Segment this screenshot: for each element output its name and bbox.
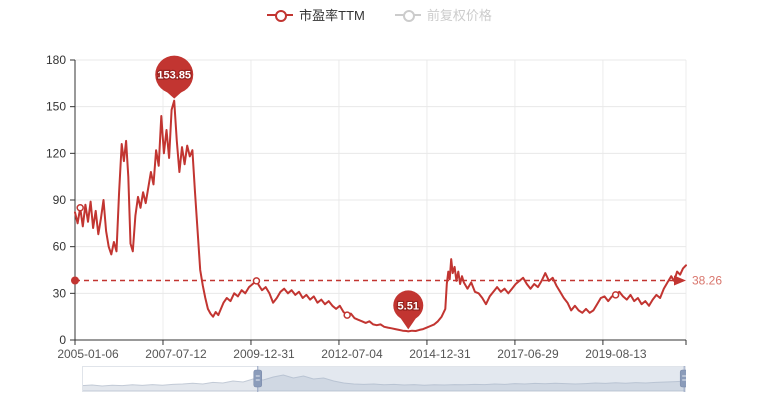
line-series-icon <box>394 9 421 22</box>
legend-item-adjusted-price[interactable]: 前复权价格 <box>394 5 492 24</box>
y-axis-label: 180 <box>46 53 66 67</box>
zoom-handle-left-grip[interactable] <box>253 369 263 388</box>
data-point-symbol <box>343 311 351 319</box>
legend-item-pe-ttm[interactable]: 市盈率TTM <box>267 5 365 24</box>
pe-ttm-line <box>74 99 687 333</box>
y-axis-label: 90 <box>53 193 67 207</box>
max-value-pin: 153.85 <box>155 55 194 99</box>
legend-label-pe-ttm: 市盈率TTM <box>299 8 365 23</box>
data-point-symbol <box>76 204 84 212</box>
zoom-window[interactable] <box>257 367 685 391</box>
legend-label-adjusted-price: 前复权价格 <box>426 8 492 23</box>
nav-mini-area <box>81 374 687 392</box>
x-axis-label: 2012-07-04 <box>321 347 383 360</box>
x-axis-label: 2019-08-13 <box>585 347 647 360</box>
zoom-handle-left[interactable] <box>253 366 263 392</box>
current-value-arrow-icon <box>674 275 686 286</box>
min-value-pin-label: 5.51 <box>398 300 419 312</box>
max-value-pin-balloon <box>155 55 194 94</box>
data-point-symbol <box>611 291 620 299</box>
min-value-pin-balloon <box>393 290 424 321</box>
min-value-pin: 5.51 <box>393 290 424 330</box>
y-axis-label: 150 <box>46 100 66 114</box>
x-axis-label: 2017-06-29 <box>497 347 559 360</box>
legend: 市盈率TTM 前复权价格 <box>0 5 759 24</box>
y-axis-label: 0 <box>59 333 66 347</box>
data-zoom-slider[interactable] <box>81 366 689 392</box>
x-axis-label: 2007-07-12 <box>145 347 207 360</box>
data-point-symbol <box>252 277 261 285</box>
zoom-handle-right-grip[interactable] <box>679 369 689 388</box>
x-axis-label: 2005-01-06 <box>57 347 119 360</box>
x-axis-label: 2009-12-31 <box>233 347 295 360</box>
current-value-start-dot <box>71 276 79 285</box>
x-axis-label: 2014-12-31 <box>409 347 471 360</box>
main-chart[interactable]: 0 30 60 90 120 150 180 2005-01-06 2007-07-12 2009… <box>0 0 759 360</box>
y-axis-label: 60 <box>53 240 67 254</box>
max-value-pin-label: 153.85 <box>157 70 191 82</box>
current-value-label: 38.26 <box>692 273 722 287</box>
y-axis-label: 30 <box>53 286 67 300</box>
y-axis-label: 120 <box>46 146 66 160</box>
line-series-icon <box>267 9 294 22</box>
